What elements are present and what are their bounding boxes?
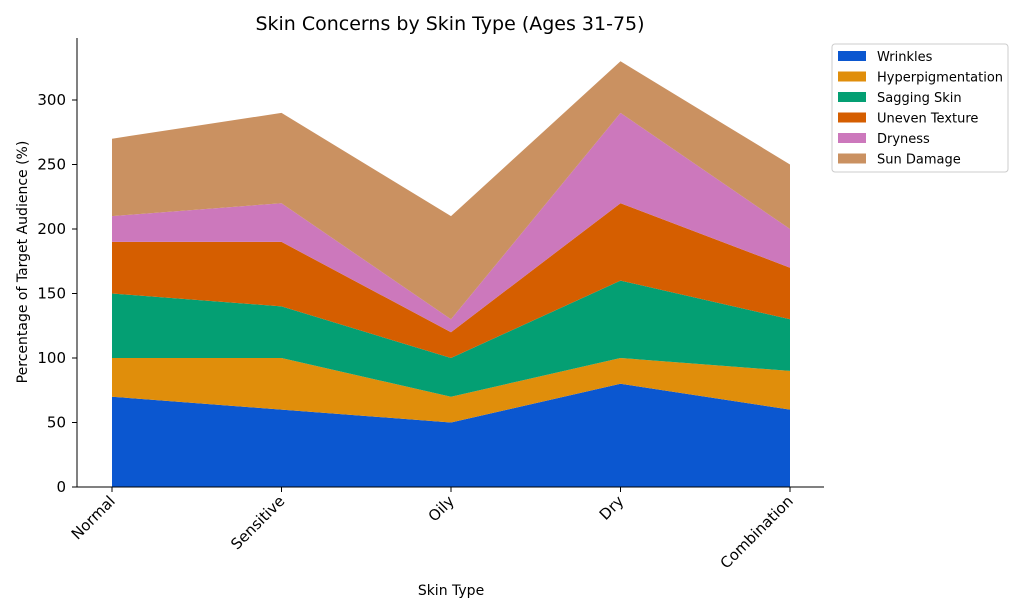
area-series-group bbox=[112, 61, 790, 487]
y-tick-label-4: 200 bbox=[37, 220, 66, 238]
x-tick-label-0: Normal bbox=[68, 492, 119, 543]
legend-label-4: Dryness bbox=[877, 132, 930, 147]
y-tick-label-0: 0 bbox=[56, 478, 66, 496]
area-series-1 bbox=[112, 358, 790, 423]
area-series-4 bbox=[112, 112, 790, 333]
y-tick-label-2: 100 bbox=[37, 349, 66, 367]
area-series-0 bbox=[112, 383, 790, 487]
chart-title: Skin Concerns by Skin Type (Ages 31-75) bbox=[255, 13, 644, 35]
legend-swatch-0 bbox=[838, 51, 866, 61]
legend-frame bbox=[831, 43, 1009, 173]
x-tick-label-2: Oily bbox=[425, 492, 458, 525]
legend-label-5: Sun Damage bbox=[877, 153, 961, 168]
legend: Wrinkles Hyperpigmentation Sagging Skin Une… bbox=[831, 43, 1009, 173]
area-series-5 bbox=[112, 61, 790, 320]
legend-label-3: Uneven Texture bbox=[877, 112, 978, 127]
y-tick-label-3: 150 bbox=[37, 285, 66, 303]
y-tick-label-6: 300 bbox=[37, 91, 66, 109]
y-axis-ticks: 0 50 100 150 200 250 300 bbox=[37, 91, 77, 496]
x-tick-label-3: Dry bbox=[596, 492, 628, 524]
legend-label-1: Hyperpigmentation bbox=[877, 71, 1003, 86]
y-tick-label-1: 50 bbox=[47, 414, 66, 432]
legend-label-0: Wrinkles bbox=[877, 50, 933, 65]
legend-swatch-5 bbox=[838, 153, 866, 164]
x-axis-label: Skin Type bbox=[418, 583, 484, 599]
area-series-2 bbox=[112, 280, 790, 397]
legend-label-2: Sagging Skin bbox=[877, 91, 962, 106]
x-tick-label-1: Sensitive bbox=[227, 492, 288, 553]
legend-swatch-1 bbox=[838, 71, 866, 82]
y-axis-label: Percentage of Target Audience (%) bbox=[15, 141, 31, 384]
legend-swatch-4 bbox=[838, 133, 866, 143]
legend-swatch-3 bbox=[838, 112, 866, 123]
x-tick-label-4: Combination bbox=[717, 492, 797, 572]
legend-swatch-2 bbox=[838, 92, 866, 102]
x-axis-ticks: Normal Sensitive Oily Dry Combination bbox=[68, 487, 797, 572]
y-tick-label-5: 250 bbox=[37, 156, 66, 174]
